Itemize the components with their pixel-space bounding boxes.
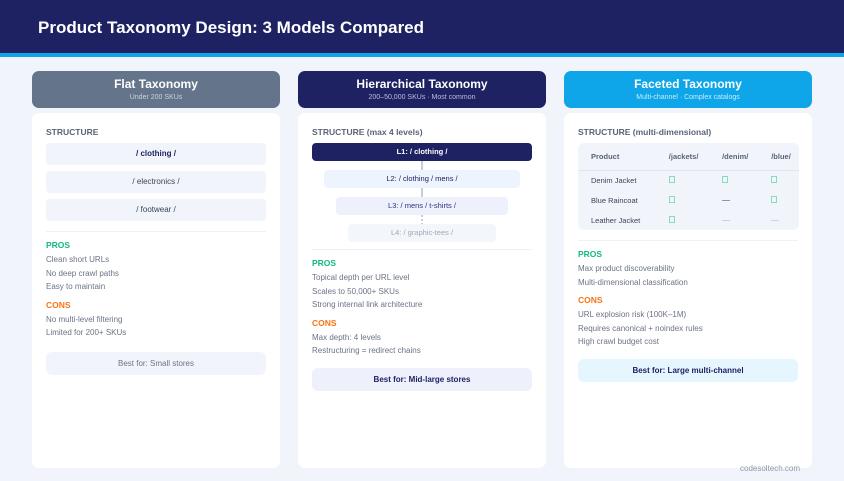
column-header: Hierarchical Taxonomy 200–50,000 SKUs · … xyxy=(298,71,546,108)
page-header xyxy=(0,0,844,53)
structure-label: STRUCTURE xyxy=(46,127,99,137)
level-connector xyxy=(421,188,423,197)
column-header: Faceted Taxonomy Multi-channel · Complex… xyxy=(564,71,812,108)
structure-item: / footwear / xyxy=(46,199,266,221)
check-icon xyxy=(722,175,729,183)
level-1: L1: / clothing / xyxy=(312,143,532,161)
best-for-badge: Best for: Small stores xyxy=(46,351,266,375)
divider xyxy=(46,231,266,232)
level-3: L3: / mens / t-shirts / xyxy=(336,197,508,215)
pro-item: Clean short URLs xyxy=(46,255,110,264)
column-subtitle: 200–50,000 SKUs · Most common xyxy=(368,94,476,101)
divider xyxy=(578,240,798,241)
column-flat: Flat Taxonomy Under 200 SKUs STRUCTURE /… xyxy=(32,71,280,468)
level-2: L2: / clothing / mens / xyxy=(324,170,520,188)
table-row: Blue Raincoat xyxy=(578,190,799,210)
column-header: Flat Taxonomy Under 200 SKUs xyxy=(32,71,280,108)
column-subtitle: Under 200 SKUs xyxy=(129,94,183,101)
header-cell: /denim/ xyxy=(709,143,759,171)
con-item: Max depth: 4 levels xyxy=(312,332,381,342)
con-item: Requires canonical + noindex rules xyxy=(578,323,703,333)
pro-item: Scales to 50,000+ SKUs xyxy=(312,286,399,296)
column-card: STRUCTURE (multi-dimensional) Product /j… xyxy=(564,113,812,468)
header-accent-stripe xyxy=(0,53,844,57)
product-name: Leather Jacket xyxy=(591,215,641,225)
pro-item: Multi-dimensional classification xyxy=(578,277,688,287)
con-item: No multi-level filtering xyxy=(46,314,123,324)
header-cell: /jackets/ xyxy=(655,143,710,171)
table-row: Leather Jacket xyxy=(578,210,799,230)
check-icon xyxy=(771,175,778,183)
header-cell: Product xyxy=(578,143,656,171)
con-item: Restructuring = redirect chains xyxy=(312,346,421,355)
header-cell: /blue/ xyxy=(758,143,799,171)
level-connector-dashed xyxy=(421,215,423,224)
pros-label: PROS xyxy=(578,249,603,259)
column-title: Flat Taxonomy xyxy=(114,77,198,91)
pros-label: PROS xyxy=(312,258,337,268)
pros-label: PROS xyxy=(46,240,71,250)
dash-icon xyxy=(722,220,731,222)
check-icon xyxy=(668,215,675,223)
table-row: Denim Jacket xyxy=(578,170,799,190)
page-title: Product Taxonomy Design: 3 Models Compar… xyxy=(38,18,425,37)
column-faceted: Faceted Taxonomy Multi-channel · Complex… xyxy=(564,71,812,468)
pro-item: Max product discoverability xyxy=(578,264,675,273)
level-connector xyxy=(421,161,423,170)
structure-label: STRUCTURE (max 4 levels) xyxy=(312,127,423,137)
pro-item: Strong internal link architecture xyxy=(312,300,423,309)
con-item: Limited for 200+ SKUs xyxy=(46,328,127,337)
divider xyxy=(312,249,532,250)
column-subtitle: Multi-channel · Complex catalogs xyxy=(636,94,740,101)
column-title: Hierarchical Taxonomy xyxy=(356,77,488,91)
column-title: Faceted Taxonomy xyxy=(634,77,742,91)
pro-item: Easy to maintain xyxy=(46,282,106,291)
cons-label: CONS xyxy=(312,317,337,328)
con-item: URL explosion risk (100K–1M) xyxy=(578,310,687,319)
cons-label: CONS xyxy=(578,295,603,305)
level-4: L4: / graphic-tees / xyxy=(348,224,496,242)
column-card: STRUCTURE (max 4 levels) L1: / clothing … xyxy=(298,113,546,468)
footer-credit: codesoltech.com xyxy=(740,464,801,473)
structure-label: STRUCTURE (multi-dimensional) xyxy=(578,127,712,137)
best-for-badge: Best for: Large multi-channel xyxy=(578,358,798,382)
facet-table: Product /jackets/ /denim/ /blue/ Denim J… xyxy=(578,143,799,230)
product-name: Blue Raincoat xyxy=(591,195,638,205)
facet-table-header: Product /jackets/ /denim/ /blue/ xyxy=(578,143,799,171)
cons-label: CONS xyxy=(46,299,71,310)
check-icon xyxy=(668,195,675,203)
con-item: High crawl budget cost xyxy=(578,337,659,346)
best-for-badge: Best for: Mid-large stores xyxy=(312,367,532,391)
pro-item: Topical depth per URL level xyxy=(312,273,410,282)
column-hierarchical: Hierarchical Taxonomy 200–50,000 SKUs · … xyxy=(298,71,546,468)
check-icon xyxy=(771,195,778,203)
pro-item: No deep crawl paths xyxy=(46,268,119,278)
dash-icon xyxy=(771,220,780,222)
structure-item: / clothing / xyxy=(46,143,266,165)
product-name: Denim Jacket xyxy=(591,175,637,185)
check-icon xyxy=(668,175,675,183)
column-card: STRUCTURE / clothing / / electronics / /… xyxy=(32,113,280,468)
dash-icon xyxy=(722,200,731,202)
structure-item: / electronics / xyxy=(46,171,266,193)
